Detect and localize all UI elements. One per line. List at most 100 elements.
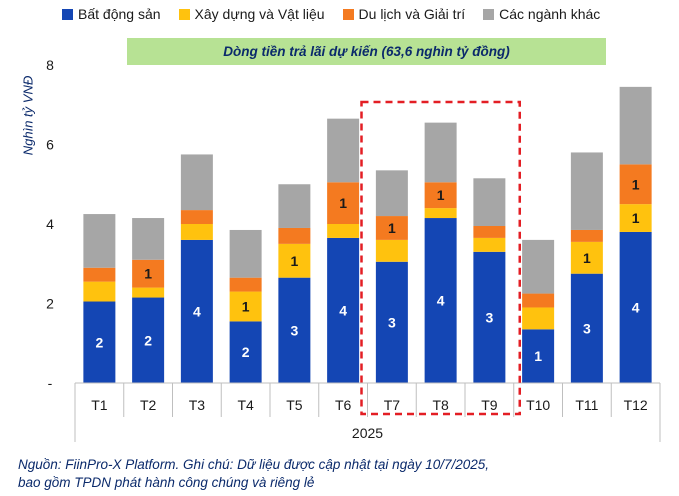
bar-segment [278,243,311,278]
bar-segment [522,239,555,294]
x-tick-label: T5 [286,397,303,413]
bar-segment [327,118,360,183]
bar-segment [327,224,360,238]
legend-swatch [342,8,354,20]
source-line-1: Nguồn: FiinPro-X Platform. Ghi chú: Dữ l… [18,457,490,472]
bar-segment [473,178,506,226]
x-axis-label: 2025 [352,425,383,441]
legend-item-bat-dong-san: Bất động sản [62,6,161,22]
bar-segment [83,301,116,383]
bar-segment [180,239,213,383]
x-tick-label: T3 [189,397,206,413]
bar-segment [327,182,360,224]
bar-data-label: 1 [534,348,542,364]
bar-segment [83,281,116,302]
legend-item-du-lich: Du lịch và Giải trí [342,6,466,22]
bar-data-label: 2 [144,332,152,348]
x-tick-label: T7 [384,397,401,413]
legend-swatch [178,8,190,20]
bar-segment [132,259,165,288]
bar-segment [522,307,555,330]
x-tick-label: T10 [526,397,550,413]
bar-segment [180,224,213,240]
bar-segment [570,229,603,242]
bar-segment [473,225,506,238]
bar-segment [424,208,457,219]
bar-segment [375,261,408,383]
legend-item-xay-dung: Xây dựng và Vật liệu [178,6,325,22]
bar-segment [375,170,408,217]
bar-data-label: 2 [95,334,103,350]
legend-label: Xây dựng và Vật liệu [194,6,325,22]
bar-segment [83,267,116,282]
bar-data-label: 4 [339,302,347,318]
bar-segment [278,277,311,383]
y-tick-label: 4 [46,216,54,232]
bar-segment [619,164,652,205]
bar-data-label: 3 [583,320,591,336]
bar-data-label: 4 [632,299,640,315]
interest-cashflow-banner: Dòng tiền trả lãi dự kiến (63,6 nghìn tỷ… [127,38,606,65]
bar-data-label: 1 [242,298,250,314]
bar-segment [619,86,652,165]
source-note: Nguồn: FiinPro-X Platform. Ghi chú: Dữ l… [18,456,489,492]
bar-data-label: 1 [290,253,298,269]
bar-segment [278,227,311,244]
bar-segment [229,291,262,322]
legend-item-nganh-khac: Các ngành khác [483,6,600,22]
bar-data-label: 3 [388,314,396,330]
bar-data-label: 1 [632,210,640,226]
y-tick-label: 8 [46,57,54,73]
y-tick-label: - [48,375,53,391]
bar-segment [180,210,213,224]
bar-segment [132,218,165,260]
bar-segment [619,204,652,232]
bar-segment [424,122,457,183]
chart-legend: Bất động sản Xây dựng và Vật liệu Du lịc… [62,6,600,22]
y-tick-label: 6 [46,137,54,153]
bar-segment [229,321,262,383]
bar-segment [327,237,360,383]
bar-segment [522,329,555,383]
bar-data-label: 1 [388,220,396,236]
bar-data-label: 4 [193,303,201,319]
bar-segment [522,293,555,308]
bar-data-label: 1 [339,195,347,211]
bar-segment [473,237,506,252]
y-tick-label: 2 [46,296,54,312]
bar-segment [132,287,165,298]
bar-segment [424,218,457,383]
legend-swatch [483,8,495,20]
bar-segment [619,231,652,383]
legend-swatch [62,8,73,20]
bar-segment [278,184,311,228]
bar-segment [570,273,603,383]
bar-data-label: 3 [290,322,298,338]
highlight-box [360,100,521,416]
x-tick-label: T12 [624,397,648,413]
x-tick-label: T9 [481,397,498,413]
bar-segment [132,297,165,383]
bar-segment [229,229,262,278]
bar-segment [375,216,408,240]
bar-segment [473,251,506,383]
source-line-2: bao gồm TPDN phát hành công chúng và riê… [18,475,315,490]
x-tick-label: T6 [335,397,352,413]
bar-data-label: 1 [144,266,152,282]
legend-label: Các ngành khác [499,6,601,22]
x-tick-label: T11 [575,397,598,413]
bar-data-label: 1 [583,250,591,266]
x-tick-label: T2 [140,397,157,413]
x-tick-label: T4 [237,397,254,413]
bar-segment [375,239,408,262]
bar-segment [570,152,603,230]
bar-data-label: 2 [242,344,250,360]
bar-segment [570,241,603,274]
bar-data-label: 4 [437,293,445,309]
bar-segment [180,154,213,211]
bar-data-label: 1 [632,176,640,192]
bar-segment [229,277,262,292]
bar-segment [83,214,116,268]
legend-label: Du lịch và Giải trí [358,6,466,22]
